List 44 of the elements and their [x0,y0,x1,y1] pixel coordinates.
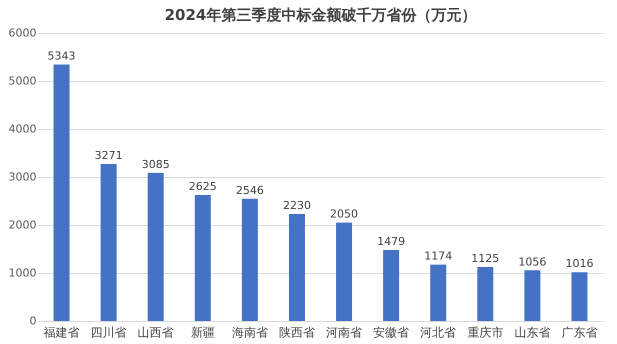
y-tick-label: 2000 [8,218,36,232]
y-tick-label: 6000 [8,26,36,40]
bar [100,164,117,321]
x-tick-label: 新疆 [190,326,215,340]
y-tick-label: 0 [30,314,36,328]
data-label: 3085 [142,158,170,171]
x-tick-label: 安徽省 [373,326,410,340]
bar [430,264,446,321]
x-tick-label: 河南省 [326,326,362,340]
bar [524,270,540,321]
bar [477,267,494,321]
data-label: 2050 [330,208,358,221]
x-tick-label: 山西省 [138,326,174,340]
x-tick-label: 海南省 [232,326,268,340]
y-tick-label: 5000 [8,74,36,88]
bar [571,272,588,321]
bar [336,222,352,321]
x-tick-label: 广东省 [561,326,598,340]
data-label: 2546 [236,184,264,197]
x-tick-label: 陕西省 [278,326,315,340]
y-tick-label: 3000 [8,170,36,184]
x-tick-label: 福建省 [44,326,80,340]
bar [242,198,258,321]
x-tick-label: 四川省 [90,326,127,340]
data-label: 1125 [471,252,500,265]
bar [148,172,164,321]
data-label: 3271 [94,148,123,162]
x-tick-label: 山东省 [514,326,550,340]
y-tick-label: 4000 [8,122,36,136]
bar [54,64,70,321]
x-tick-label: 重庆市 [467,326,504,340]
chart-title: 2024年第三季度中标金额破千万省份（万元） [164,6,476,24]
bar [194,195,211,321]
data-label: 1479 [377,235,406,248]
data-label: 1056 [518,255,546,268]
data-label: 2230 [282,198,311,212]
bar [288,214,305,321]
data-label: 2625 [188,180,217,193]
data-label: 1016 [565,257,594,270]
data-label: 5343 [48,50,76,63]
bar [383,250,400,321]
x-tick-label: 河北省 [420,326,456,340]
y-tick-label: 1000 [8,266,36,280]
data-label: 1174 [424,250,452,263]
